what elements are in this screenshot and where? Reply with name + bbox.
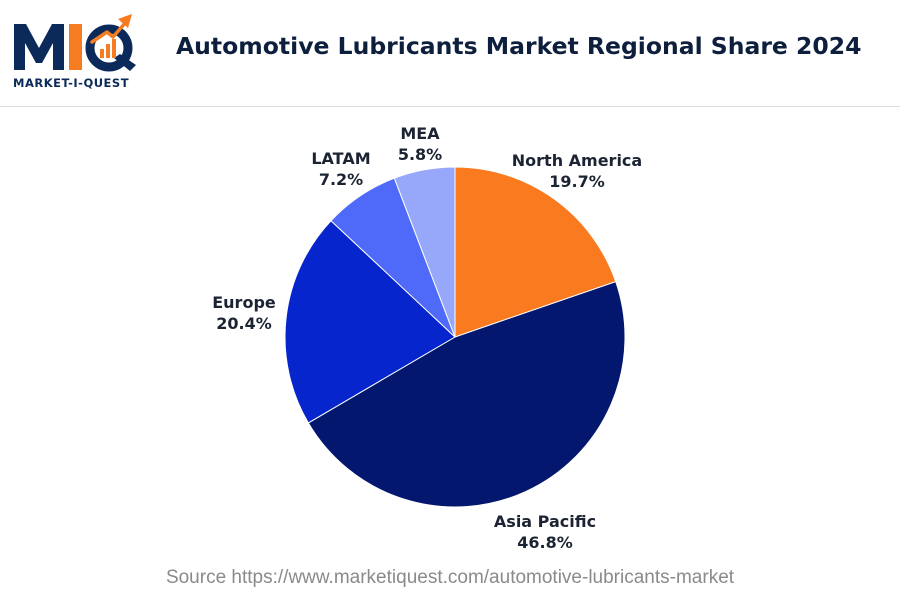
slice-label-latam: LATAM: [311, 149, 370, 168]
slice-label-asia-pacific: Asia Pacific: [494, 512, 596, 531]
slice-label-north-america: North America: [512, 151, 642, 170]
pie-slice-north-america: [454, 166, 617, 338]
pie-slice-asia-pacific: [307, 280, 626, 508]
brand-logo[interactable]: MARKET-I-QUEST: [12, 10, 137, 92]
slice-value-europe: 20.4%: [216, 314, 272, 333]
slice-label-europe: Europe: [212, 293, 276, 312]
header: MARKET-I-QUEST Automotive Lubricants Mar…: [0, 0, 900, 106]
pie-chart-svg: North America 19.7% Asia Pacific 46.8% Europ…: [212, 124, 642, 552]
slice-value-mea: 5.8%: [398, 145, 442, 164]
logo-text: MARKET-I-QUEST: [13, 76, 130, 90]
slice-value-asia-pacific: 46.8%: [517, 533, 573, 552]
source-caption: Source https://www.marketiquest.com/auto…: [165, 567, 735, 588]
slice-value-north-america: 19.7%: [549, 172, 605, 191]
pie-chart: North America 19.7% Asia Pacific 46.8% Europ…: [0, 107, 900, 562]
slice-value-latam: 7.2%: [319, 170, 363, 189]
page-title: Automotive Lubricants Market Regional Sh…: [176, 32, 862, 60]
pie-slice-mea: [393, 166, 456, 338]
slice-label-mea: MEA: [400, 124, 440, 143]
pie-slice-europe: [284, 220, 456, 424]
logo-mark-icon: [14, 14, 136, 72]
header-divider: [0, 106, 900, 107]
